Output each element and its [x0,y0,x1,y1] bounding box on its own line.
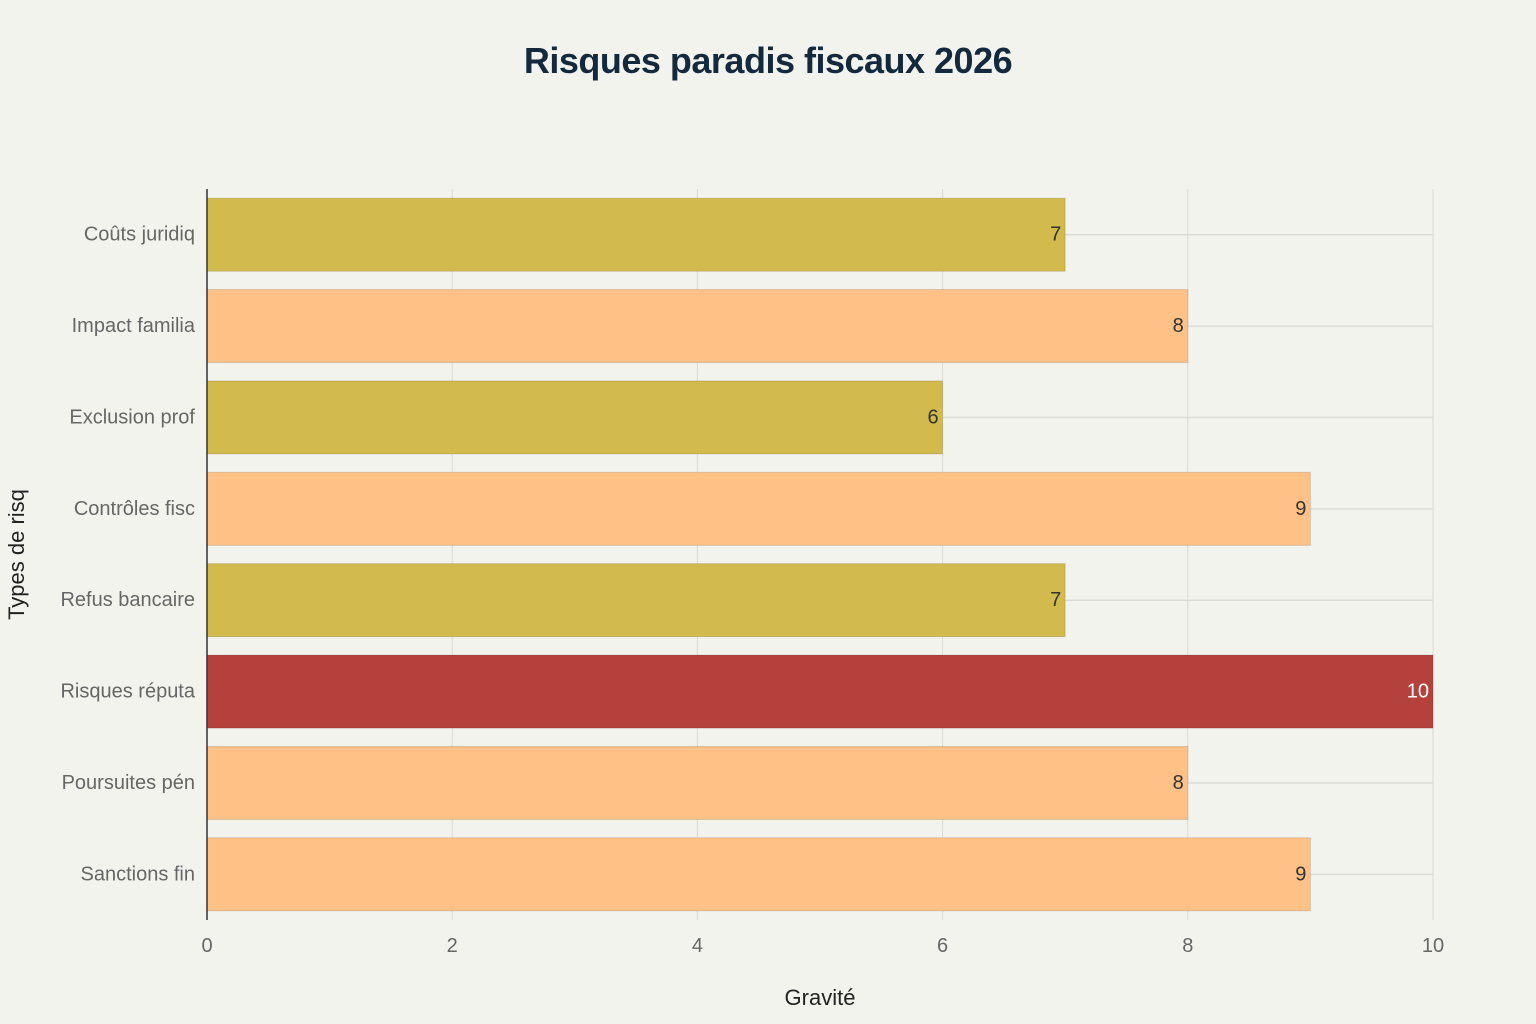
data-label: 9 [1295,863,1306,885]
category-label: Impact familia [72,315,196,337]
data-label: 7 [1050,224,1061,246]
x-tick-label: 0 [201,935,212,957]
data-label: 9 [1295,498,1306,520]
bar [207,746,1188,819]
x-tick-label: 8 [1182,935,1193,957]
x-tick-label: 4 [692,935,703,957]
category-label: Risques réputa [60,681,195,703]
category-label: Poursuites pén [62,772,195,794]
category-label: Contrôles fisc [74,498,195,520]
bar [207,290,1188,363]
bar [207,472,1310,545]
x-tick-label: 10 [1422,935,1444,957]
bar [207,564,1065,637]
data-label: 10 [1407,681,1429,703]
category-label: Coûts juridiq [84,224,195,246]
data-label: 8 [1173,315,1184,337]
bar [207,655,1433,728]
x-tick-label: 2 [447,935,458,957]
category-label: Sanctions fin [80,863,195,885]
bar [207,381,943,454]
category-label: Exclusion prof [69,406,195,428]
data-label: 8 [1173,772,1184,794]
x-axis-title: Gravité [785,985,856,1010]
y-axis-title: Types de risq [4,489,29,620]
bar [207,198,1065,271]
bar [207,838,1310,911]
data-label: 6 [927,406,938,428]
data-label: 7 [1050,589,1061,611]
bars: 9 8 10 7 9 6 8 7 [207,198,1433,911]
category-label: Refus bancaire [60,589,195,611]
x-tick-label: 6 [937,935,948,957]
